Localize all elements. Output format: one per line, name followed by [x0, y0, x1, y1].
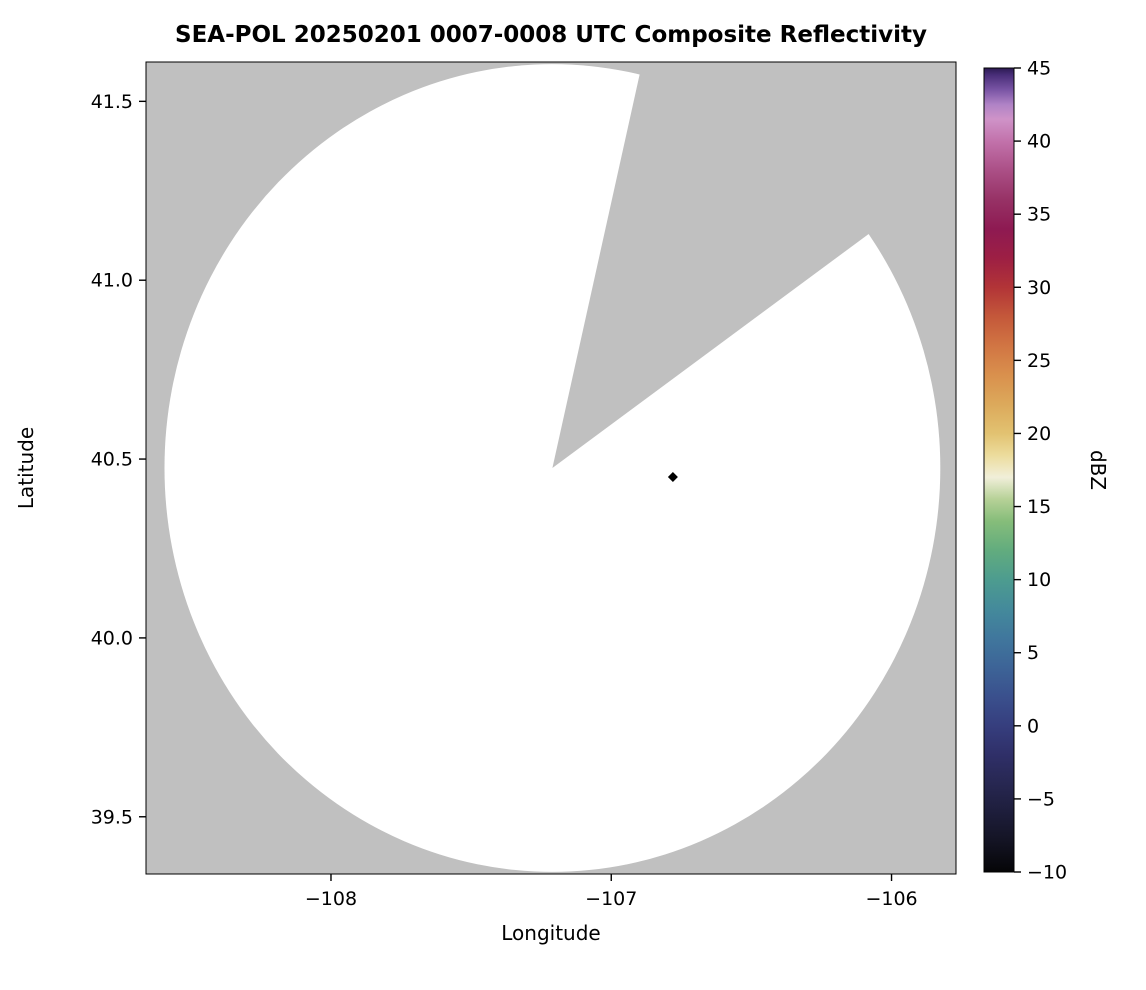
diamond-marker: [667, 471, 678, 482]
y-tick-label: 39.5: [91, 806, 133, 828]
colorbar-tick-label: 30: [1027, 277, 1051, 299]
colorbar-tick-label: 10: [1027, 569, 1051, 591]
colorbar-tick-label: 0: [1027, 715, 1039, 737]
colorbar-tick-label: 35: [1027, 204, 1051, 226]
colorbar-tick-label: 25: [1027, 350, 1051, 372]
x-tick-label: −108: [305, 888, 357, 910]
y-tick-label: 41.0: [91, 270, 133, 292]
colorbar-tick-label: 5: [1027, 642, 1039, 664]
axes-frame: [145, 61, 957, 875]
blocked-sector: [552, 62, 956, 468]
colorbar-tick-label: 45: [1027, 58, 1051, 80]
y-tick-label: 40.5: [91, 449, 133, 471]
x-tick-label: −107: [585, 888, 637, 910]
colorbar: [984, 68, 1014, 872]
colorbar-tick-label: −10: [1027, 862, 1067, 884]
plot-area: [146, 62, 956, 874]
y-tick-label: 41.5: [91, 91, 133, 113]
colorbar-tick-label: 15: [1027, 496, 1051, 518]
colorbar-tick-label: 20: [1027, 423, 1051, 445]
x-axis-label: Longitude: [501, 921, 601, 945]
y-tick-label: 40.0: [91, 627, 133, 649]
chart-title: SEA-POL 20250201 0007-0008 UTC Composite…: [175, 22, 927, 48]
colorbar-frame: [983, 67, 1015, 873]
colorbar-tick-label: −5: [1027, 788, 1055, 810]
x-tick-label: −106: [865, 888, 917, 910]
colorbar-tick-label: 40: [1027, 131, 1051, 153]
